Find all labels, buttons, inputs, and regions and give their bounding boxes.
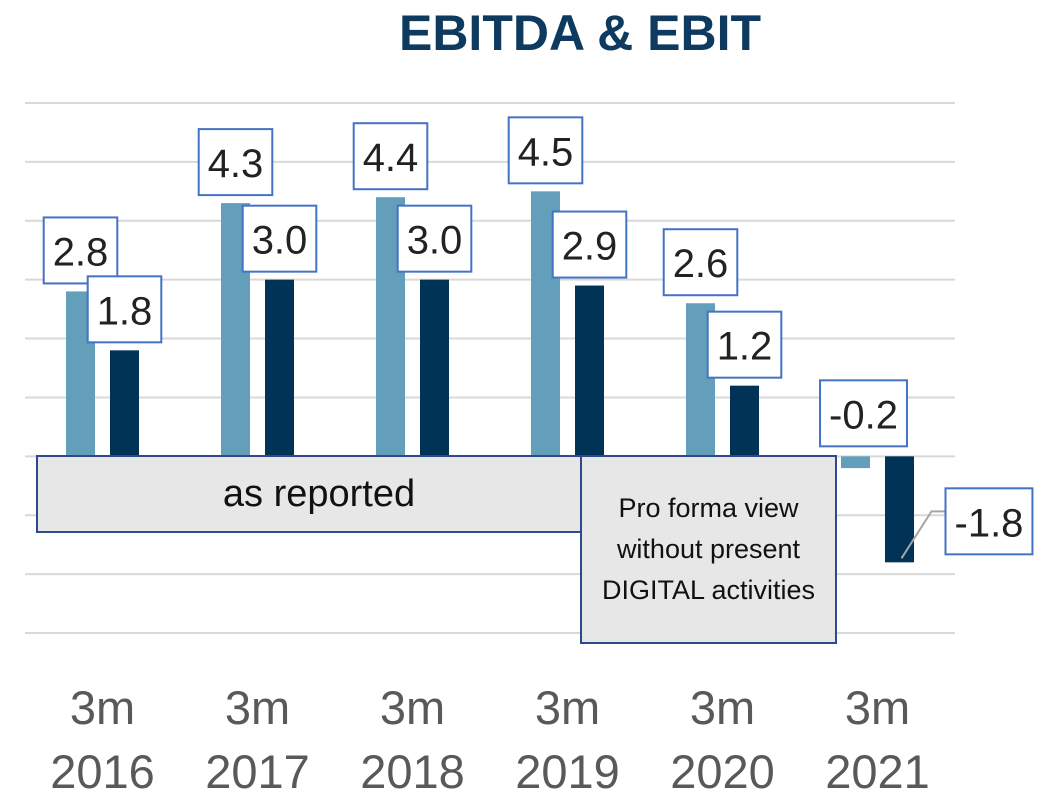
data-label-text: 4.4	[363, 136, 419, 180]
bar	[730, 385, 759, 457]
data-label: 4.5	[507, 116, 584, 185]
leader-line	[900, 510, 946, 559]
data-label: -1.8	[900, 487, 1034, 559]
data-label: 1.2	[706, 310, 783, 379]
data-label-text: 4.3	[208, 142, 264, 186]
x-tick-label: 3m 2018	[360, 681, 465, 793]
chart-title: EBITDA & EBIT	[398, 5, 762, 61]
data-label: 2.6	[662, 228, 739, 297]
data-label-text: 1.2	[717, 325, 773, 369]
data-label-box	[86, 275, 163, 344]
data-label-text: 2.8	[53, 230, 109, 274]
x-tick-label: 3m 2017	[205, 681, 310, 793]
data-label: 3.0	[396, 204, 473, 273]
bar	[841, 456, 870, 469]
annotation: as reported	[36, 455, 602, 533]
x-tick-label: 3m 2021	[825, 681, 930, 793]
data-label-text: 3.0	[407, 219, 463, 263]
data-label-box	[819, 379, 908, 448]
bar	[110, 350, 139, 457]
data-label-box	[507, 116, 584, 185]
data-label: -0.2	[819, 379, 908, 448]
data-label-box	[706, 310, 783, 379]
x-tick-label: 3m 2019	[515, 681, 620, 793]
bar	[575, 285, 604, 457]
data-label-text: 1.8	[97, 289, 153, 333]
data-label-text: 2.9	[562, 225, 618, 269]
data-label-text: 4.5	[518, 130, 574, 174]
data-label-box	[551, 210, 628, 279]
data-label-box	[241, 204, 318, 273]
x-tick-label: 3m 2020	[670, 681, 775, 793]
data-label-text: 2.6	[673, 242, 729, 286]
data-label-box	[662, 228, 739, 297]
data-label: 2.8	[42, 216, 119, 285]
annotation: Pro forma view without present DIGITAL a…	[580, 455, 837, 644]
data-label-text: -1.8	[955, 501, 1024, 545]
data-label-box	[944, 487, 1034, 556]
data-label-box	[352, 122, 429, 191]
data-label-box	[197, 128, 274, 197]
x-tick-label: 3m 2016	[50, 681, 155, 793]
data-label-box	[42, 216, 119, 285]
bar	[420, 279, 449, 457]
data-label: 1.8	[86, 275, 163, 344]
data-label: 2.9	[551, 210, 628, 279]
data-label: 4.4	[352, 122, 429, 191]
data-label: 4.3	[197, 128, 274, 197]
data-label: 3.0	[241, 204, 318, 273]
bar	[265, 279, 294, 457]
data-label-text: 3.0	[252, 219, 308, 263]
data-label-text: -0.2	[829, 393, 898, 437]
data-label-box	[396, 204, 473, 273]
